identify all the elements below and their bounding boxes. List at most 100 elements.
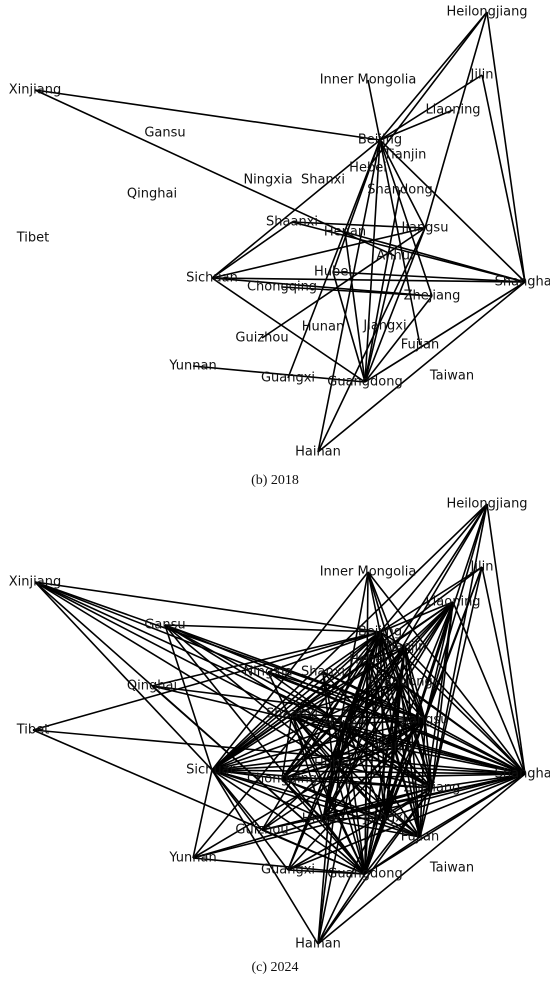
edge xyxy=(486,503,526,775)
edge xyxy=(317,787,433,945)
edge xyxy=(291,713,386,819)
edge xyxy=(211,769,263,831)
edge xyxy=(317,631,381,945)
edge xyxy=(317,723,346,945)
node-label: Zhejiang xyxy=(404,781,461,796)
node-label: Shaanxi xyxy=(266,707,318,722)
edge xyxy=(452,601,526,775)
edge xyxy=(192,769,213,859)
edge xyxy=(379,109,454,141)
node-label: Heilongjiang xyxy=(446,497,527,512)
edge xyxy=(399,681,426,721)
node-label: Beijing xyxy=(358,133,402,148)
node-label: Chongqing xyxy=(247,280,317,295)
edge xyxy=(317,227,426,453)
edge xyxy=(211,566,483,771)
edge xyxy=(34,89,396,257)
edge xyxy=(261,227,426,339)
node-label: Taiwan xyxy=(429,369,474,384)
node-label: Hainan xyxy=(295,937,341,952)
edge xyxy=(424,566,483,721)
edge xyxy=(424,503,488,721)
edge xyxy=(322,671,526,775)
edge xyxy=(281,719,426,780)
edge xyxy=(32,729,366,875)
edge xyxy=(367,571,526,775)
node-label: Anhui xyxy=(376,249,413,264)
edge xyxy=(322,671,426,721)
edge xyxy=(379,139,421,346)
edge xyxy=(211,139,381,279)
edge xyxy=(211,277,526,283)
edge xyxy=(32,729,526,775)
node-label: Xinjiang xyxy=(9,83,61,98)
edge xyxy=(364,227,426,383)
edge xyxy=(34,581,381,633)
edge xyxy=(211,503,488,771)
edge xyxy=(384,773,526,819)
node-label: Qinghai xyxy=(127,187,177,202)
node-label: Fujian xyxy=(401,338,439,353)
edge xyxy=(332,271,526,283)
edge xyxy=(367,659,426,721)
edge xyxy=(424,719,433,789)
edge xyxy=(211,571,369,771)
node-label: Jiangxi xyxy=(362,319,406,334)
node-label: Tibet xyxy=(16,231,50,246)
node-label: Guizhou xyxy=(235,823,288,838)
edge xyxy=(424,11,488,229)
node-label: Xinjiang xyxy=(9,575,61,590)
edge xyxy=(287,773,526,871)
edge xyxy=(404,646,421,838)
edge xyxy=(317,773,526,945)
node-label: Henan xyxy=(324,225,366,240)
node-label: Tibet xyxy=(16,723,50,738)
node-label: Jilin xyxy=(470,560,494,575)
edge xyxy=(322,671,366,875)
edge xyxy=(399,681,421,838)
node-label: Hebei xyxy=(349,653,387,668)
node-label: Inner Mongolia xyxy=(320,73,417,88)
edge xyxy=(344,723,366,875)
edge xyxy=(281,659,369,780)
edge xyxy=(164,624,346,725)
node-label: Shanxi xyxy=(301,665,345,680)
node-label: Guangxi xyxy=(261,863,315,878)
node-label: Shandong xyxy=(367,675,432,690)
edge xyxy=(261,763,334,831)
node-label: Tianjin xyxy=(383,640,427,655)
edge xyxy=(261,719,426,831)
node-label: Fujian xyxy=(401,830,439,845)
node-label: Jiangsu xyxy=(401,221,449,236)
edge xyxy=(344,231,366,383)
edge xyxy=(211,769,324,820)
edge xyxy=(211,227,426,279)
edge xyxy=(192,787,433,859)
node-label: Jiangxi xyxy=(362,811,406,826)
edge xyxy=(261,631,381,831)
edge xyxy=(281,713,293,780)
node-label: Ningxia xyxy=(243,173,292,188)
edge xyxy=(367,79,381,141)
edge xyxy=(431,773,526,789)
edge xyxy=(364,139,381,383)
edge xyxy=(317,719,426,945)
edge xyxy=(367,11,488,169)
node-label: Anhui xyxy=(376,741,413,756)
edge xyxy=(164,624,426,721)
node-label: Shanxi xyxy=(301,173,345,188)
edge xyxy=(419,787,433,838)
edge xyxy=(281,778,386,819)
edge xyxy=(34,581,334,765)
edge xyxy=(404,646,426,721)
node-label: Shaanxi xyxy=(266,215,318,230)
edge xyxy=(379,566,483,633)
edge xyxy=(164,624,381,633)
edge xyxy=(211,769,283,780)
edge xyxy=(332,571,369,765)
node-label: Guangxi xyxy=(261,371,315,386)
edge xyxy=(192,631,381,859)
edge xyxy=(404,646,526,775)
edge xyxy=(291,221,426,229)
